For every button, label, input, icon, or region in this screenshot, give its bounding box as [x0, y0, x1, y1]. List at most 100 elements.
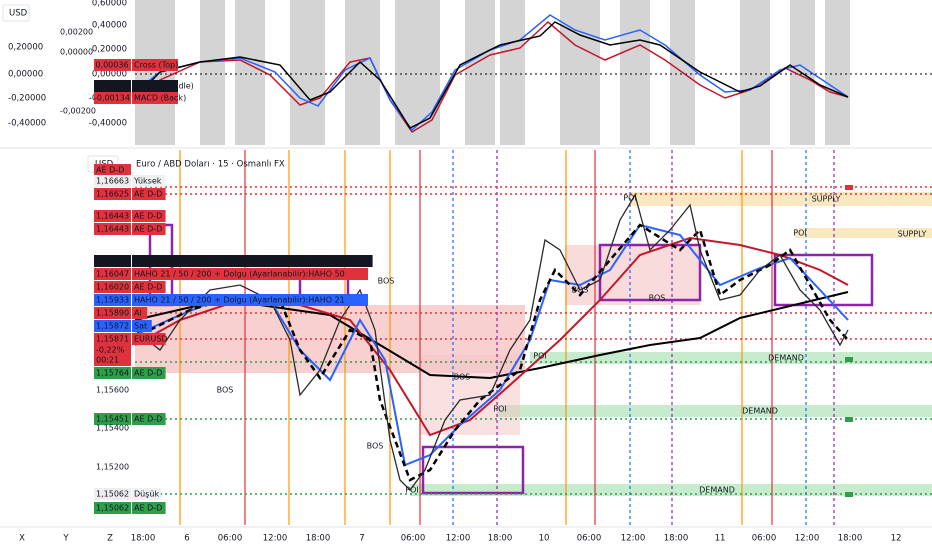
- axis-label: 0,00000: [92, 70, 127, 80]
- price-tag-label: AE D-D: [134, 225, 162, 234]
- legend-value: 0,00036: [95, 61, 128, 70]
- price-tag-label: EURUSD: [134, 335, 168, 344]
- time-label: 18:00: [838, 534, 863, 544]
- time-label: 12: [891, 534, 902, 544]
- price-tag-label-box: [132, 255, 373, 267]
- price-tag-label-box: [132, 268, 368, 280]
- currency-box: [2, 4, 30, 22]
- price-tag-box: [94, 164, 131, 176]
- price-tag-label: HAHO 21 / 50 / 200 + Dolgu (Ayarlanabili…: [134, 257, 350, 266]
- price-tag-label-box: [132, 294, 368, 306]
- price-tag-label-box: [132, 502, 166, 514]
- price-tag-box: [94, 294, 131, 306]
- annotation: POI: [793, 229, 806, 238]
- annotation: BOS: [572, 286, 589, 295]
- marker: [845, 417, 853, 422]
- time-label: X: [19, 534, 25, 544]
- price-tag-label-box: [132, 367, 166, 379]
- time-label: 11: [715, 534, 726, 544]
- price-tag-box: [94, 354, 131, 366]
- price-tag-label: Düşük: [134, 490, 159, 499]
- price-tag-label-box: [132, 307, 148, 319]
- price-tag-label: Sat: [134, 322, 147, 331]
- annotation: BOS: [217, 386, 234, 395]
- price-tag-box: [94, 488, 131, 500]
- price-tag-label-box: [132, 488, 161, 500]
- price-tag-label: AE D-D: [134, 415, 162, 424]
- price-tag: 1,15400: [96, 424, 129, 433]
- time-label: 12:00: [263, 534, 288, 544]
- legend-value-box: [94, 80, 131, 92]
- axis-label: 0,40000: [92, 21, 127, 31]
- haho-21: [134, 223, 849, 467]
- price-tag-box: [94, 210, 131, 222]
- axis-label: 0,00000: [8, 70, 43, 80]
- price-tag: AE D-D: [96, 166, 124, 175]
- price-tag-box: [94, 175, 131, 187]
- annotation: DEMAND: [699, 486, 735, 495]
- axis-label: 0,60000: [92, 0, 127, 9]
- price-tag-label: HAHO 21 / 50 / 200 + Dolgu (Ayarlanabili…: [134, 270, 345, 279]
- axis-label: -0,40000: [8, 119, 46, 129]
- price-tag-box: [94, 344, 131, 356]
- price-tag: 1,16047: [96, 270, 129, 279]
- price-tag-box: [94, 320, 131, 332]
- annotation: BOS: [367, 442, 384, 451]
- time-label: 06:00: [401, 534, 426, 544]
- time-label: 06:00: [577, 534, 602, 544]
- price-tag-label: AE D-D: [134, 283, 162, 292]
- price-tag-box: [94, 223, 131, 235]
- time-label: 12:00: [795, 534, 820, 544]
- price-tag-box: [94, 307, 131, 319]
- price-tag: 1,15933: [96, 296, 129, 305]
- annotation: DEMAND: [742, 407, 778, 416]
- time-label: 10: [539, 534, 550, 544]
- marker: [845, 357, 853, 362]
- currency: USD: [9, 9, 28, 19]
- price-tag: 1,15871: [96, 335, 129, 344]
- price-tag-box: [94, 255, 131, 267]
- price-tag: 1,15200: [96, 463, 129, 472]
- axis-label: 0,20000: [8, 43, 43, 53]
- legend-label-box: [132, 80, 178, 92]
- axis-label: -0,00200: [60, 107, 96, 116]
- legend-value: -0,00124: [94, 82, 130, 91]
- price-tag-label: AE D-D: [134, 369, 162, 378]
- macd-shading: [135, 0, 850, 145]
- price-tag-box: [94, 281, 131, 293]
- annotation: DEMAND: [768, 354, 804, 363]
- zones: [135, 192, 932, 496]
- price-tag: 1,15872: [96, 322, 129, 331]
- chart-title: Euro / ABD Doları · 15 · Osmanlı FX: [136, 160, 285, 170]
- axis-label: 0,00000: [60, 48, 93, 57]
- annotation: SUPPLY: [898, 230, 927, 239]
- price-tag: 1,16625: [96, 190, 129, 199]
- price-tag: 1,15890: [96, 309, 129, 318]
- price-tag: 1,15062: [96, 490, 129, 499]
- time-label: 7: [359, 534, 364, 544]
- annotation: BOS: [454, 373, 471, 382]
- axis-label: 0,20000: [92, 45, 127, 55]
- annotation: POI: [533, 352, 546, 361]
- price-tag-box: [94, 413, 131, 425]
- annotation: BOS: [649, 294, 666, 303]
- price-tag-label-box: [132, 333, 166, 345]
- price-tag: 1,15600: [96, 386, 129, 395]
- time-label: Y: [62, 534, 69, 544]
- time-label: 18:00: [664, 534, 689, 544]
- price-tag-label: Yüksek: [133, 177, 162, 186]
- price-tag-label-box: [132, 281, 166, 293]
- axis-label: -0,20000: [8, 94, 46, 104]
- marker: [845, 492, 853, 497]
- price-tag: 1,16134: [96, 257, 129, 266]
- price-tag-label-box: [132, 413, 166, 425]
- price-tag-box: [94, 333, 131, 345]
- marker: [845, 185, 853, 190]
- time-label: 12:00: [621, 534, 646, 544]
- legend-label-box: [132, 59, 178, 71]
- macd-red: [134, 20, 849, 134]
- legend-value: -0,00134: [94, 94, 130, 103]
- price-tag-label-box: [132, 175, 166, 187]
- price-tag: 1,16443: [96, 225, 129, 234]
- axis-label: -0,40000: [89, 119, 127, 129]
